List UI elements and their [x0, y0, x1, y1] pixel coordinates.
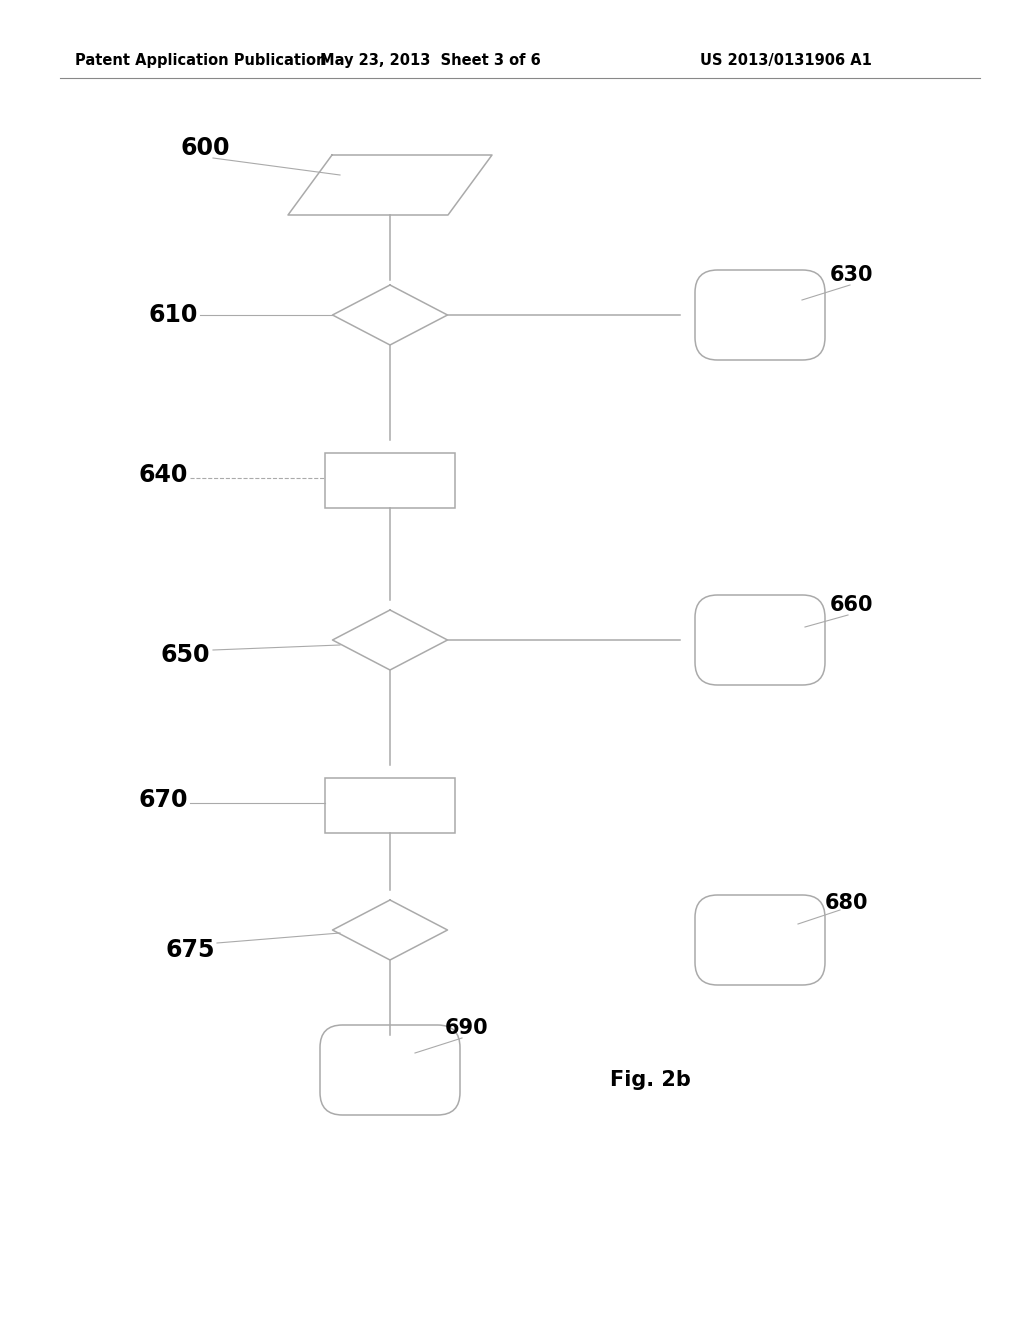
Text: 680: 680 — [825, 894, 868, 913]
Text: US 2013/0131906 A1: US 2013/0131906 A1 — [700, 53, 871, 67]
Text: 670: 670 — [138, 788, 188, 812]
Text: 675: 675 — [166, 939, 215, 962]
Text: 690: 690 — [445, 1018, 488, 1038]
Text: 630: 630 — [830, 265, 873, 285]
Text: Patent Application Publication: Patent Application Publication — [75, 53, 327, 67]
Text: 650: 650 — [161, 643, 210, 667]
Bar — [325, 777, 455, 833]
Text: 660: 660 — [830, 595, 873, 615]
Text: 610: 610 — [148, 304, 198, 327]
Text: May 23, 2013  Sheet 3 of 6: May 23, 2013 Sheet 3 of 6 — [319, 53, 541, 67]
Text: 640: 640 — [138, 463, 188, 487]
Text: Fig. 2b: Fig. 2b — [610, 1071, 691, 1090]
Text: 600: 600 — [180, 136, 229, 160]
Bar — [325, 453, 455, 507]
